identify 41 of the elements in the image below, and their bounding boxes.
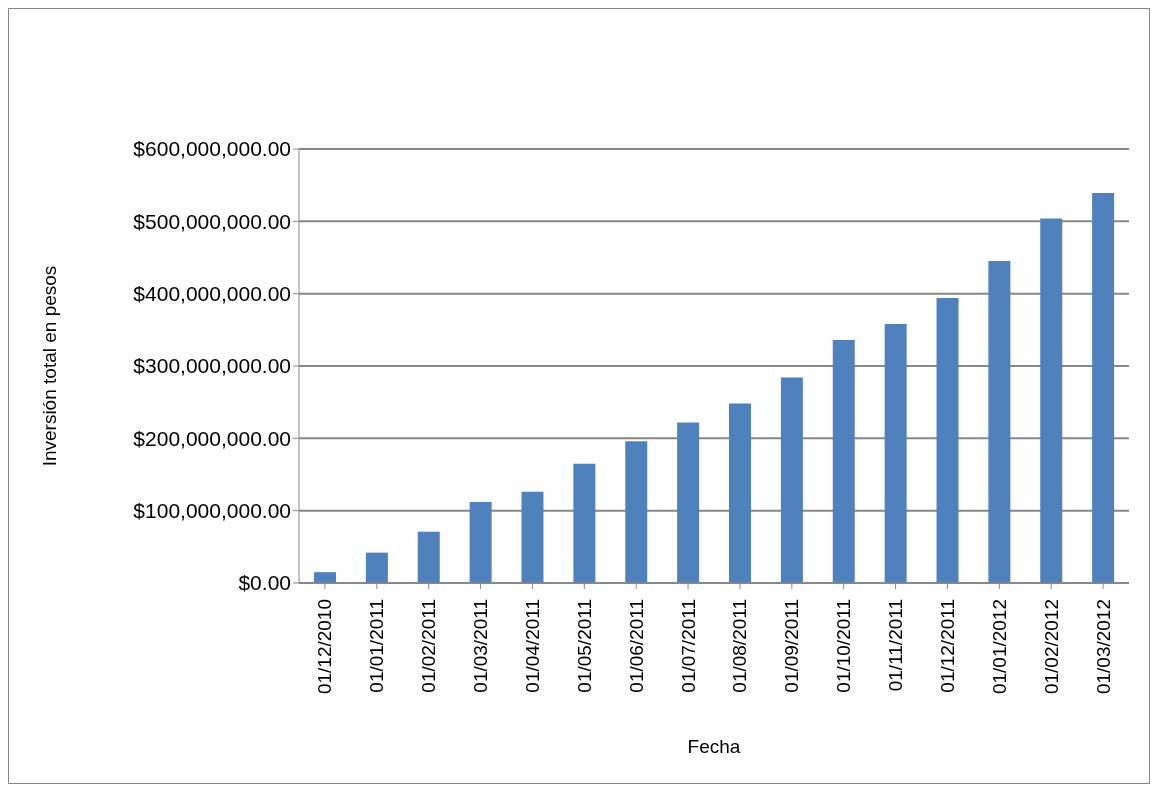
bar bbox=[314, 572, 336, 583]
y-tick-label: $500,000,000.00 bbox=[133, 209, 291, 233]
x-tick-label: 01/08/2011 bbox=[729, 599, 751, 693]
x-axis-title: Fecha bbox=[687, 736, 741, 757]
bar bbox=[729, 403, 751, 583]
x-tick-label: 01/12/2011 bbox=[936, 599, 958, 693]
bar bbox=[521, 491, 544, 583]
bar bbox=[365, 552, 388, 583]
bar bbox=[884, 324, 907, 583]
x-tick-label: 01/11/2011 bbox=[885, 599, 907, 692]
x-tick-label: 01/04/2011 bbox=[521, 599, 543, 693]
bar bbox=[832, 339, 855, 583]
x-tick-label: 01/01/2012 bbox=[988, 599, 1010, 695]
bar bbox=[936, 298, 959, 583]
y-axis-title: Inversión total en pesos bbox=[38, 265, 60, 467]
bar bbox=[988, 261, 1011, 583]
x-tick-label: 01/02/2011 bbox=[418, 599, 440, 693]
x-tick-label: 01/05/2011 bbox=[573, 599, 595, 693]
x-tick-label: 01/03/2012 bbox=[1092, 599, 1114, 695]
y-tick-label: $0.00 bbox=[238, 571, 291, 595]
bar bbox=[573, 463, 596, 583]
bar bbox=[417, 531, 440, 583]
bar bbox=[469, 501, 492, 583]
bar bbox=[677, 422, 700, 583]
x-tick-label: 01/09/2011 bbox=[781, 599, 803, 693]
x-tick-label: 01/07/2011 bbox=[677, 599, 699, 693]
y-tick-label: $200,000,000.00 bbox=[133, 426, 291, 450]
x-tick-label: 01/10/2011 bbox=[833, 599, 855, 693]
x-tick-label: 01/12/2010 bbox=[314, 599, 336, 695]
bar bbox=[625, 441, 648, 583]
bar bbox=[1092, 193, 1115, 583]
y-tick-label: $400,000,000.00 bbox=[133, 282, 291, 306]
y-tick-label: $600,000,000.00 bbox=[133, 137, 291, 161]
x-tick-label: 01/02/2012 bbox=[1040, 599, 1062, 695]
y-tick-label: $100,000,000.00 bbox=[133, 499, 291, 523]
x-tick-label: 01/03/2011 bbox=[470, 599, 492, 693]
bar bbox=[780, 377, 803, 583]
y-tick-label: $300,000,000.00 bbox=[133, 354, 291, 378]
bar bbox=[1040, 218, 1063, 583]
x-tick-label: 01/06/2011 bbox=[625, 599, 647, 693]
x-tick-label: 01/01/2011 bbox=[366, 599, 388, 693]
